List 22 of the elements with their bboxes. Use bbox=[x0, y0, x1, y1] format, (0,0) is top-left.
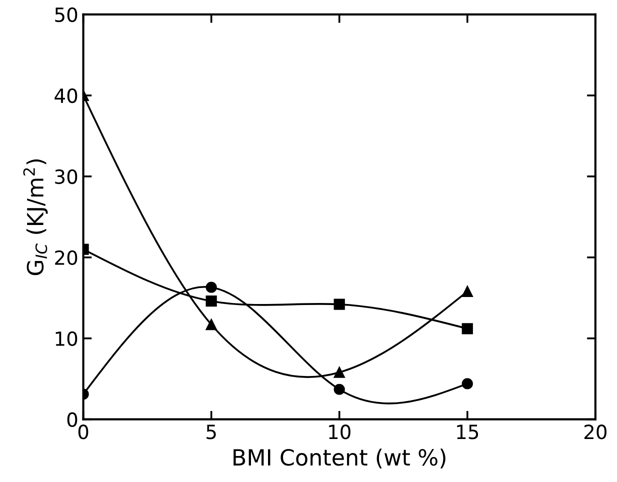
y-tick-label: 0 bbox=[67, 412, 78, 428]
x-axis-title: BMI Content (wt %) bbox=[234, 448, 446, 468]
point bbox=[206, 296, 217, 307]
point bbox=[462, 378, 473, 390]
x-tick-label: 10 bbox=[329, 424, 350, 440]
point bbox=[462, 286, 473, 297]
point bbox=[206, 282, 217, 293]
x-tick-label: 0 bbox=[78, 424, 88, 440]
point bbox=[462, 323, 473, 334]
x-tick-label: 15 bbox=[457, 424, 478, 440]
x-tick-label: 5 bbox=[206, 424, 216, 440]
y-tick-label: 30 bbox=[55, 169, 78, 184]
y-axis-title: G$_{IC}$ (KJ/m$^{2}$) bbox=[23, 159, 48, 276]
x-tick-label: 20 bbox=[584, 424, 606, 440]
point bbox=[334, 298, 345, 310]
y-tick-label: 50 bbox=[55, 7, 78, 22]
point bbox=[334, 384, 345, 395]
y-tick-label: 40 bbox=[54, 88, 78, 104]
y-tick-label: 10 bbox=[56, 331, 78, 346]
y-tick-label: 20 bbox=[55, 250, 78, 266]
point bbox=[334, 366, 345, 378]
point bbox=[206, 319, 217, 330]
